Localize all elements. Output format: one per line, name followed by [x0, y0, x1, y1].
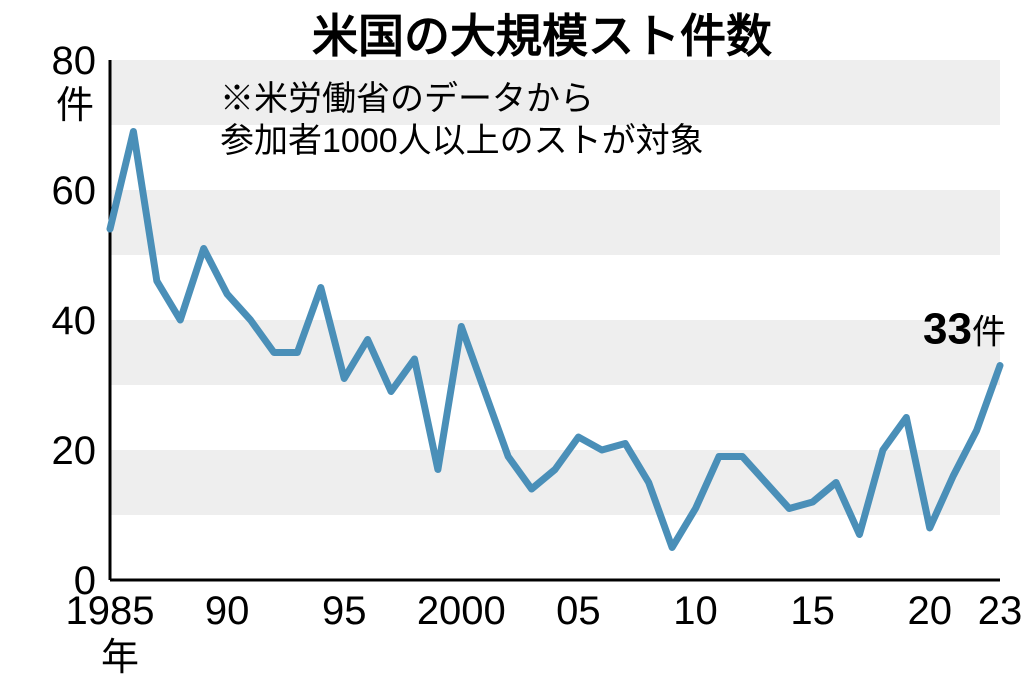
x-tick-label: 10 [673, 589, 718, 633]
strikes-line-chart: 020406080件1985909520000510152023年33件米国の大… [0, 0, 1024, 678]
y-tick-label: 60 [52, 169, 97, 213]
x-tick-label: 2000 [417, 589, 506, 633]
x-tick-label: 95 [322, 589, 367, 633]
x-tick-label: 20 [907, 589, 952, 633]
y-tick-label: 20 [52, 429, 97, 473]
x-tick-label: 1985 [66, 589, 155, 633]
x-tick-label: 05 [556, 589, 601, 633]
y-tick-label: 40 [52, 299, 97, 343]
x-tick-label: 23 [978, 589, 1023, 633]
chart-title: 米国の大規模スト件数 [312, 10, 772, 62]
chart-subtitle-line2: 参加者1000人以上のストが対象 [220, 122, 704, 160]
y-unit-label: 件 [56, 85, 94, 127]
y-tick-label: 80 [52, 39, 97, 83]
x-unit-label: 年 [101, 637, 139, 678]
x-tick-label: 90 [205, 589, 250, 633]
chart-subtitle-line1: ※米労働省のデータから [220, 80, 594, 118]
x-tick-label: 15 [790, 589, 835, 633]
